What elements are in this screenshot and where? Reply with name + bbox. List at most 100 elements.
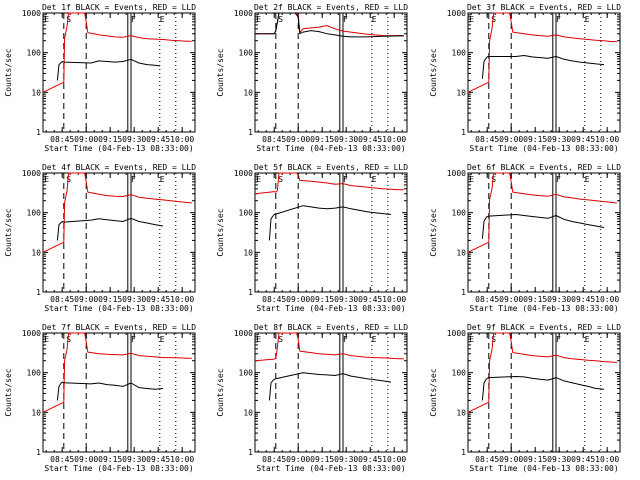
x-tick-label: 09:15 xyxy=(523,455,547,464)
x-tick-label: 08:45 xyxy=(475,135,499,144)
y-tick-label: 1 xyxy=(248,128,253,137)
x-axis-label: Start Time (04-Feb-13 08:33:00) xyxy=(44,304,193,313)
y-tick-label: 10 xyxy=(243,248,253,257)
x-axis-label: Start Time (04-Feb-13 08:33:00) xyxy=(469,304,618,313)
y-tick-label: 1000 xyxy=(22,9,41,18)
panel-6: Det 6f BLACK = Events, RED = LLD 1 10 100 10… xyxy=(429,163,621,313)
x-tick-label: 09:00 xyxy=(286,455,310,464)
lld-series-line xyxy=(467,172,617,253)
x-tick-label: 08:45 xyxy=(262,295,286,304)
y-axis-label: Counts/sec xyxy=(216,368,225,416)
y-tick-label: 1000 xyxy=(447,9,466,18)
y-tick-label: 10 xyxy=(243,88,253,97)
y-axis-label: Counts/sec xyxy=(429,368,438,416)
y-tick-label: 1 xyxy=(248,448,253,457)
panel-title: Det 1f BLACK = Events, RED = LLD xyxy=(42,3,196,12)
interval-flag: E xyxy=(256,15,261,24)
y-tick-label: 100 xyxy=(239,209,254,218)
events-series-line xyxy=(56,217,164,241)
x-tick-label: 09:15 xyxy=(310,135,334,144)
y-tick-label: 100 xyxy=(452,209,467,218)
y-tick-label: 100 xyxy=(239,369,254,378)
interval-flag: E xyxy=(160,335,165,344)
events-series-line xyxy=(255,12,404,38)
interval-flag: F xyxy=(131,335,136,344)
x-tick-label: 09:00 xyxy=(286,295,310,304)
interval-flag: S xyxy=(278,15,283,24)
interval-flag: E xyxy=(469,175,474,184)
interval-flag: S xyxy=(278,335,283,344)
y-tick-label: 1000 xyxy=(22,329,41,338)
y-axis-label: Counts/sec xyxy=(429,48,438,96)
x-tick-label: 10:00 xyxy=(595,135,619,144)
interval-flag: S xyxy=(491,335,496,344)
plot-frame xyxy=(42,12,196,133)
x-axis-label: Start Time (04-Feb-13 08:33:00) xyxy=(44,464,193,473)
lld-series-line xyxy=(42,12,192,93)
y-tick-label: 100 xyxy=(239,49,254,58)
x-tick-label: 08:45 xyxy=(50,135,74,144)
y-axis-label: Counts/sec xyxy=(4,208,13,256)
interval-flag: E xyxy=(256,175,261,184)
x-tick-label: 09:30 xyxy=(334,135,358,144)
panel-title: Det 3f BLACK = Events, RED = LLD xyxy=(467,3,621,12)
events-series-line xyxy=(481,214,605,239)
x-tick-label: 10:00 xyxy=(595,455,619,464)
x-tick-label: 09:00 xyxy=(74,455,98,464)
y-tick-label: 100 xyxy=(27,49,42,58)
x-tick-label: 08:45 xyxy=(475,455,499,464)
interval-flag: E xyxy=(160,175,165,184)
y-tick-label: 100 xyxy=(27,209,42,218)
interval-flag: F xyxy=(343,15,348,24)
interval-flag: E xyxy=(585,335,590,344)
interval-flag: F xyxy=(556,175,561,184)
x-tick-label: 09:00 xyxy=(499,295,523,304)
interval-flag: S xyxy=(278,175,283,184)
x-tick-label: 10:00 xyxy=(382,455,406,464)
y-axis-label: Counts/sec xyxy=(4,48,13,96)
x-tick-label: 09:45 xyxy=(358,455,382,464)
x-tick-label: 09:15 xyxy=(98,295,122,304)
y-tick-label: 10 xyxy=(31,88,41,97)
interval-flag: F xyxy=(131,15,136,24)
y-tick-label: 1000 xyxy=(447,169,466,178)
interval-flag: E xyxy=(469,15,474,24)
events-series-line xyxy=(268,205,392,241)
events-series-line xyxy=(481,376,605,401)
y-tick-label: 1000 xyxy=(447,329,466,338)
x-tick-label: 09:30 xyxy=(547,135,571,144)
x-tick-label: 09:00 xyxy=(499,135,523,144)
x-tick-label: 10:00 xyxy=(382,295,406,304)
interval-flag: S xyxy=(66,175,71,184)
y-tick-label: 1 xyxy=(36,448,41,457)
x-tick-label: 09:15 xyxy=(310,295,334,304)
x-tick-label: 09:00 xyxy=(499,455,523,464)
lld-series-line xyxy=(42,332,192,413)
x-tick-label: 10:00 xyxy=(595,295,619,304)
y-tick-label: 1000 xyxy=(234,169,253,178)
panel-title: Det 7f BLACK = Events, RED = LLD xyxy=(42,323,196,332)
y-tick-label: 1 xyxy=(36,288,41,297)
y-tick-label: 10 xyxy=(456,88,466,97)
x-tick-label: 09:00 xyxy=(286,135,310,144)
x-tick-label: 10:00 xyxy=(170,135,194,144)
interval-flag: E xyxy=(160,15,165,24)
interval-flag: S xyxy=(66,15,71,24)
x-tick-label: 10:00 xyxy=(382,135,406,144)
plot-frame xyxy=(467,332,621,453)
x-tick-label: 08:45 xyxy=(262,455,286,464)
x-tick-label: 09:30 xyxy=(547,455,571,464)
interval-flag: E xyxy=(469,335,474,344)
panel-9: Det 9f BLACK = Events, RED = LLD 1 10 100 10… xyxy=(429,323,621,473)
x-tick-label: 09:45 xyxy=(146,135,170,144)
x-tick-label: 09:30 xyxy=(334,295,358,304)
interval-flag: S xyxy=(66,335,71,344)
y-tick-label: 1000 xyxy=(22,169,41,178)
x-tick-label: 09:30 xyxy=(122,455,146,464)
y-axis-label: Counts/sec xyxy=(429,208,438,256)
x-tick-label: 09:00 xyxy=(74,135,98,144)
x-tick-label: 09:15 xyxy=(523,135,547,144)
y-tick-label: 1 xyxy=(461,288,466,297)
y-tick-label: 1 xyxy=(461,128,466,137)
lld-series-line xyxy=(467,332,617,413)
